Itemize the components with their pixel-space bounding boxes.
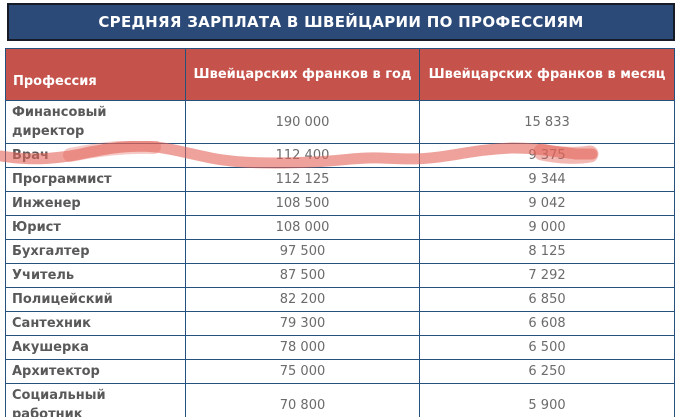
per-month-cell: 7 292 xyxy=(419,263,675,288)
per-month-cell: 8 125 xyxy=(419,239,675,264)
table-row: Сантехник 79 300 6 608 xyxy=(5,311,675,336)
profession-cell: Учитель xyxy=(5,263,186,288)
per-year-cell: 87 500 xyxy=(185,263,420,288)
table-row: Финансовый директор 190 000 15 833 xyxy=(5,100,675,144)
per-month-cell: 9 000 xyxy=(419,215,675,240)
table-row: Юрист 108 000 9 000 xyxy=(5,215,675,240)
profession-cell: Программист xyxy=(5,167,186,192)
per-month-cell: 6 850 xyxy=(419,287,675,312)
title-banner: СРЕДНЯЯ ЗАРПЛАТА В ШВЕЙЦАРИИ ПО ПРОФЕССИ… xyxy=(7,3,675,41)
per-year-cell: 112 125 xyxy=(185,167,420,192)
per-year-cell: 190 000 xyxy=(185,100,420,144)
page-title: СРЕДНЯЯ ЗАРПЛАТА В ШВЕЙЦАРИИ ПО ПРОФЕССИ… xyxy=(98,13,584,31)
per-month-cell: 9 042 xyxy=(419,191,675,216)
table-row: Учитель 87 500 7 292 xyxy=(5,263,675,288)
salary-table-header: Профессия Швейцарских франков в год Швей… xyxy=(5,48,675,101)
per-year-cell: 82 200 xyxy=(185,287,420,312)
column-header-per-month: Швейцарских франков в месяц xyxy=(419,48,675,101)
per-year-cell: 112 400 xyxy=(185,143,420,168)
profession-cell: Финансовый директор xyxy=(5,100,186,144)
salary-table: Профессия Швейцарских франков в год Швей… xyxy=(5,48,675,417)
profession-cell: Врач xyxy=(5,143,186,168)
profession-cell: Сантехник xyxy=(5,311,186,336)
table-row: Полицейский 82 200 6 850 xyxy=(5,287,675,312)
header-row: Профессия Швейцарских франков в год Швей… xyxy=(5,48,675,101)
table-row: Бухгалтер 97 500 8 125 xyxy=(5,239,675,264)
table-row: Программист 112 125 9 344 xyxy=(5,167,675,192)
table-row: Социальный работник 70 800 5 900 xyxy=(5,383,675,417)
per-month-cell: 5 900 xyxy=(419,383,675,417)
per-month-cell: 9 344 xyxy=(419,167,675,192)
table-row: Архитектор 75 000 6 250 xyxy=(5,359,675,384)
per-year-cell: 78 000 xyxy=(185,335,420,360)
per-month-cell: 6 500 xyxy=(419,335,675,360)
per-year-cell: 97 500 xyxy=(185,239,420,264)
table-row: Акушерка 78 000 6 500 xyxy=(5,335,675,360)
profession-cell: Полицейский xyxy=(5,287,186,312)
table-row: Инженер 108 500 9 042 xyxy=(5,191,675,216)
profession-cell: Архитектор xyxy=(5,359,186,384)
per-year-cell: 79 300 xyxy=(185,311,420,336)
per-month-cell: 6 250 xyxy=(419,359,675,384)
per-year-cell: 70 800 xyxy=(185,383,420,417)
table-row-highlighted: Врач 112 400 9 375 xyxy=(5,143,675,168)
per-year-cell: 75 000 xyxy=(185,359,420,384)
per-month-cell: 6 608 xyxy=(419,311,675,336)
salary-table-body: Финансовый директор 190 000 15 833 Врач … xyxy=(5,100,675,417)
profession-cell: Бухгалтер xyxy=(5,239,186,264)
column-header-per-year: Швейцарских франков в год xyxy=(185,48,420,101)
per-month-cell: 15 833 xyxy=(419,100,675,144)
column-header-profession: Профессия xyxy=(5,48,186,101)
per-year-cell: 108 000 xyxy=(185,215,420,240)
per-year-cell: 108 500 xyxy=(185,191,420,216)
profession-cell: Социальный работник xyxy=(5,383,186,417)
profession-cell: Юрист xyxy=(5,215,186,240)
profession-cell: Акушерка xyxy=(5,335,186,360)
per-month-cell: 9 375 xyxy=(419,143,675,168)
profession-cell: Инженер xyxy=(5,191,186,216)
